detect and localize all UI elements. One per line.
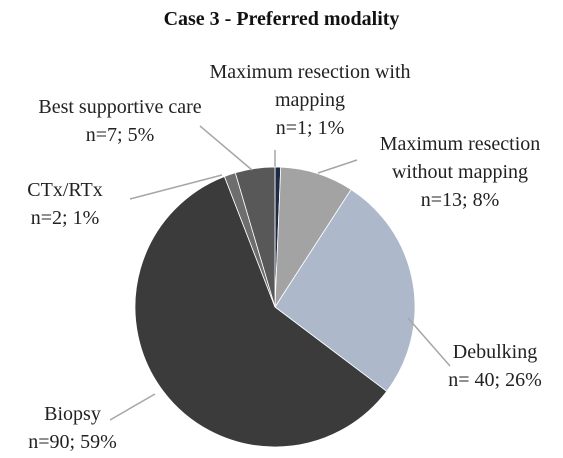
value-label: n=90; 59% [28,431,117,453]
chart-title: Case 3 - Preferred modality [163,8,400,30]
slice-label: Maximum resection without mapping n=13; 8… [360,130,560,214]
category-label: Debulking [452,341,538,363]
category-label: Maximum resection without mapping [379,133,541,183]
value-label: n=1; 1% [275,117,345,139]
value-label: n=2; 1% [30,207,100,229]
category-label: Best supportive care [38,96,202,118]
slice-label: Maximum resection with mapping n=1; 1% [185,58,435,142]
slice-label: Biopsy n=90; 59% [0,400,145,456]
value-label: n=7; 5% [85,124,155,146]
leader-line [317,159,358,174]
category-label: Maximum resection with mapping [209,61,411,111]
leader-line [109,393,156,421]
slice-label: Best supportive care n=7; 5% [10,93,230,149]
leader-line [199,125,253,171]
slice-label: CTx/RTx n=2; 1% [0,176,130,232]
leader-line [129,174,223,200]
pie-slice [234,166,276,308]
leader-line [407,317,451,367]
category-label: Biopsy [44,403,101,425]
category-label: CTx/RTx [27,179,103,201]
value-label: n=13; 8% [420,189,500,211]
slice-label: Debulking n= 40; 26% [430,338,560,394]
value-label: n= 40; 26% [448,369,542,391]
pie-slice [134,175,388,448]
pie-slice [274,188,416,392]
